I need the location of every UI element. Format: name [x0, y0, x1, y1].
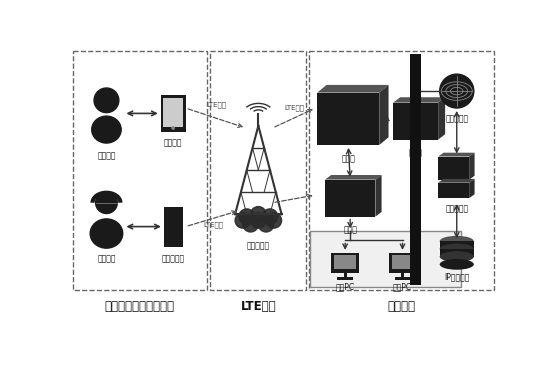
Bar: [164, 206, 183, 246]
Circle shape: [172, 127, 175, 129]
Bar: [211, 51, 306, 290]
Circle shape: [250, 213, 266, 228]
Bar: [440, 241, 474, 249]
Polygon shape: [438, 97, 445, 140]
Bar: [440, 249, 474, 257]
Ellipse shape: [440, 243, 474, 254]
Text: 监察人员: 监察人员: [97, 151, 116, 160]
Bar: [411, 54, 421, 285]
Polygon shape: [393, 97, 445, 102]
Bar: [343, 273, 347, 278]
Bar: [163, 98, 183, 127]
Bar: [337, 278, 353, 280]
Text: 办公PC: 办公PC: [336, 282, 355, 291]
Circle shape: [243, 217, 258, 232]
Text: 集控中心: 集控中心: [387, 300, 415, 313]
Text: LTE通道: LTE通道: [240, 300, 276, 313]
Ellipse shape: [440, 251, 474, 262]
Text: LTE接入: LTE接入: [284, 104, 304, 111]
Text: 办公PC: 办公PC: [393, 282, 412, 291]
Bar: [388, 253, 417, 273]
Bar: [317, 93, 379, 145]
Text: 防火墙: 防火墙: [341, 154, 355, 163]
Text: 施工人员: 施工人员: [97, 254, 116, 263]
Circle shape: [250, 206, 266, 222]
Text: 监控服务器: 监控服务器: [445, 114, 468, 123]
Text: LTE上行: LTE上行: [207, 101, 227, 108]
Bar: [392, 255, 413, 269]
Text: 移动执法仪: 移动执法仪: [162, 254, 184, 263]
Circle shape: [239, 209, 254, 224]
Bar: [334, 255, 356, 269]
Ellipse shape: [92, 116, 121, 143]
Text: 路由器: 路由器: [343, 226, 357, 235]
Bar: [438, 183, 469, 198]
Bar: [438, 157, 469, 180]
Circle shape: [266, 213, 281, 228]
Text: LTE下行: LTE下行: [203, 221, 223, 228]
Polygon shape: [438, 179, 475, 183]
Circle shape: [258, 217, 274, 232]
Bar: [393, 102, 438, 140]
Bar: [310, 231, 460, 286]
Circle shape: [235, 213, 250, 228]
Bar: [161, 95, 186, 132]
Text: 智能机器: 智能机器: [164, 139, 182, 148]
Bar: [309, 51, 494, 290]
Ellipse shape: [90, 219, 123, 248]
Polygon shape: [325, 175, 382, 180]
Bar: [331, 253, 359, 273]
Text: IP存储设备: IP存储设备: [444, 272, 469, 281]
Polygon shape: [379, 85, 388, 145]
Bar: [325, 180, 376, 217]
Bar: [395, 278, 411, 280]
Circle shape: [440, 74, 474, 108]
Text: 路由器: 路由器: [409, 149, 423, 158]
Bar: [73, 51, 207, 290]
Circle shape: [96, 192, 117, 214]
Bar: [401, 273, 404, 278]
Polygon shape: [469, 153, 475, 180]
Circle shape: [94, 88, 119, 113]
Polygon shape: [376, 175, 382, 217]
Polygon shape: [438, 153, 475, 157]
Polygon shape: [317, 85, 388, 93]
Text: 通信管基站: 通信管基站: [247, 241, 270, 250]
Text: 视频服务器: 视频服务器: [445, 204, 468, 213]
Circle shape: [262, 209, 278, 224]
Text: 监控终端（施工现场）: 监控终端（施工现场）: [105, 300, 175, 313]
Ellipse shape: [440, 259, 474, 270]
Polygon shape: [469, 179, 475, 198]
Ellipse shape: [440, 236, 474, 246]
